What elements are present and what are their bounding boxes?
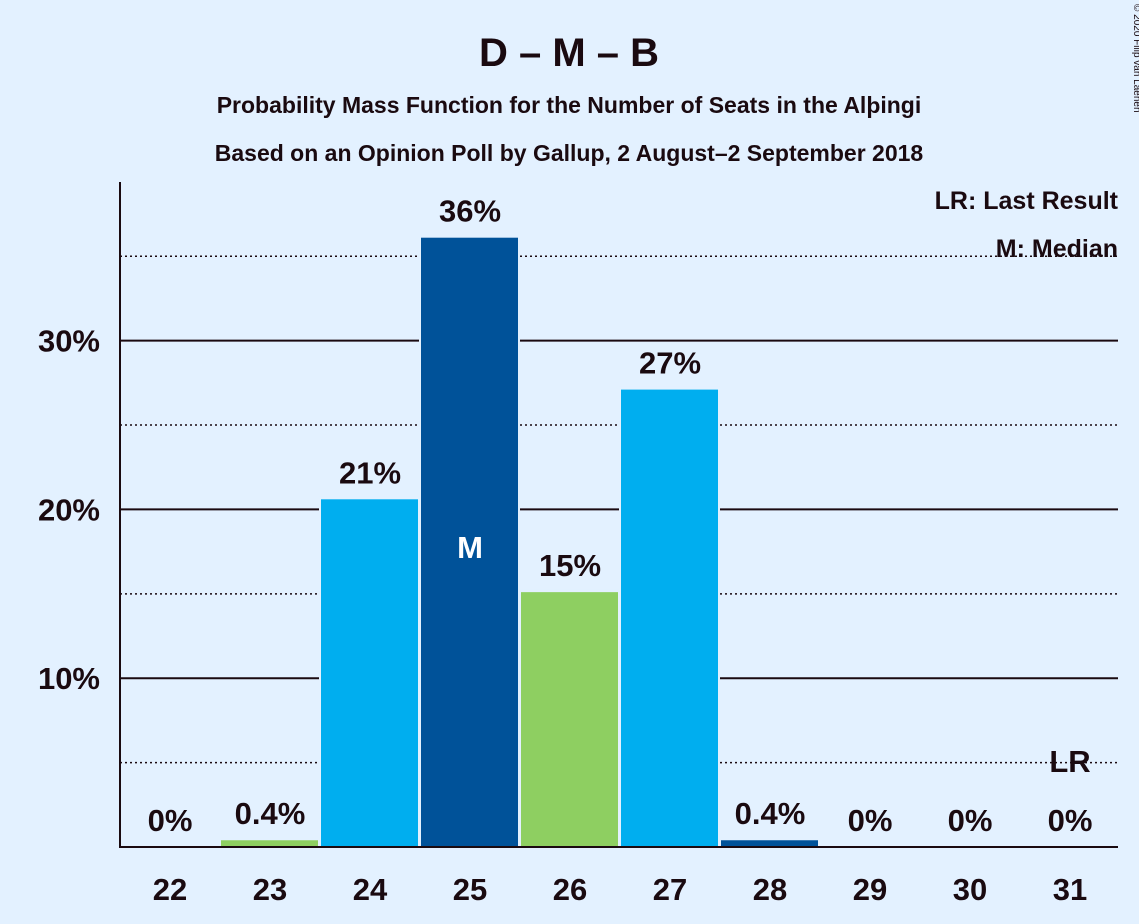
bar-seat-23: [221, 840, 318, 847]
value-label-seat-31: 0%: [1048, 803, 1093, 838]
x-tick-label-29: 29: [853, 872, 887, 907]
median-marker: M: [457, 530, 483, 565]
copyright-notice: © 2020 Filip van Laenen: [1131, 4, 1139, 113]
x-tick-label-30: 30: [953, 872, 987, 907]
bars: [219, 234, 820, 850]
legend-last-result: LR: Last Result: [935, 187, 1119, 215]
bar-seat-27: [621, 389, 718, 847]
bar-seat-28: [721, 840, 818, 847]
bar-seat-25: [421, 237, 518, 847]
value-label-seat-25: 36%: [439, 194, 501, 229]
value-label-seat-22: 0%: [148, 803, 193, 838]
chart-title: D – M – B: [479, 31, 659, 75]
y-tick-label: 10%: [38, 661, 100, 696]
chart-subtitle: Probability Mass Function for the Number…: [217, 92, 922, 118]
chart-subtitle-source: Based on an Opinion Poll by Gallup, 2 Au…: [215, 140, 924, 166]
last-result-marker: LR: [1049, 744, 1090, 779]
value-label-seat-27: 27%: [639, 346, 701, 381]
y-tick-label: 20%: [38, 492, 100, 527]
bar-seat-24: [321, 499, 418, 847]
x-tick-label-25: 25: [453, 872, 487, 907]
x-tick-label-23: 23: [253, 872, 287, 907]
value-label-seat-23: 0.4%: [235, 796, 306, 831]
bar-seat-26: [521, 592, 618, 847]
axes: 10% 20% 30%: [38, 182, 1118, 848]
value-label-seat-24: 21%: [339, 455, 401, 490]
value-label-seat-28: 0.4%: [735, 796, 806, 831]
x-tick-label-26: 26: [553, 872, 587, 907]
x-tick-label-22: 22: [153, 872, 187, 907]
value-labels: 0% 22 0.4% 23 21% 24 36% 25 M 15% 26 27% 27 0.4% 28 0% 2…: [148, 194, 1093, 907]
x-tick-label-27: 27: [653, 872, 687, 907]
x-tick-label-31: 31: [1053, 872, 1087, 907]
value-label-seat-26: 15%: [539, 548, 601, 583]
value-label-seat-29: 0%: [848, 803, 893, 838]
y-tick-label: 30%: [38, 324, 100, 359]
value-label-seat-30: 0%: [948, 803, 993, 838]
legend-median: M: Median: [996, 235, 1118, 263]
x-tick-label-24: 24: [353, 872, 388, 907]
x-tick-label-28: 28: [753, 872, 787, 907]
